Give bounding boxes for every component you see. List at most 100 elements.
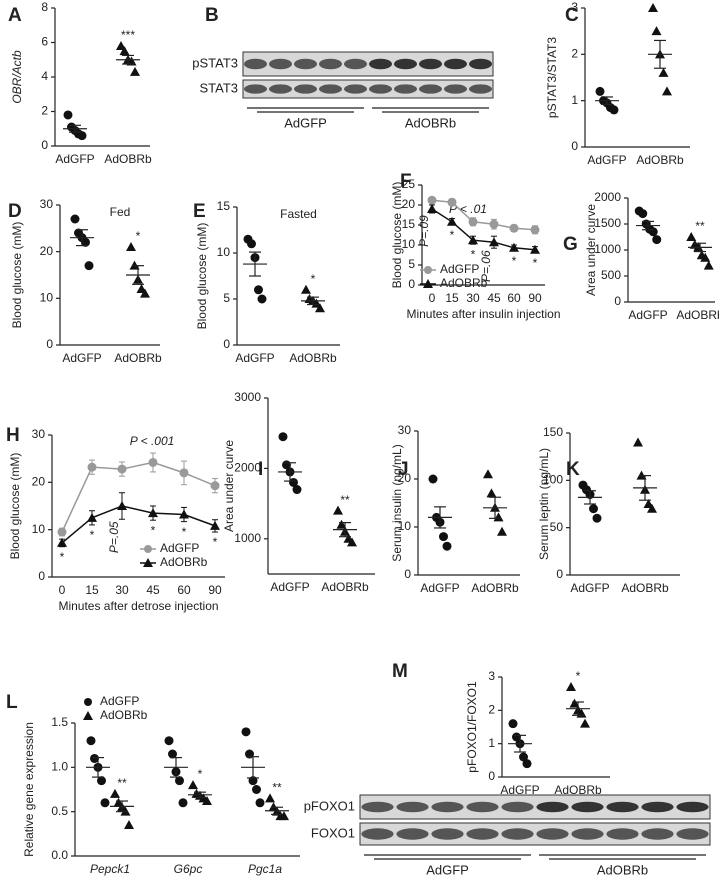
data-point [254,285,263,295]
data-point [700,252,711,262]
data-point [508,719,518,729]
blot-band [396,801,429,813]
data-point [647,503,657,513]
y-axis-label: Area under curve [222,440,236,532]
x-tick-label: 60 [507,291,521,305]
blot-band [269,84,292,94]
significance: * [198,767,203,781]
data-point [164,736,174,746]
y-tick-label: 10 [40,291,54,305]
y-tick-label: 0 [571,139,578,153]
significance: ** [695,219,705,233]
data-point [81,237,90,247]
y-axis-label: Serum leptin (ng/mL) [537,448,551,560]
significance: * [136,229,141,243]
y-tick-label: 2000 [234,461,261,475]
data-point [188,780,198,790]
data-point [662,86,672,96]
group-label: AdOBRb [405,115,456,130]
data-point [489,219,499,229]
y-tick-label: 50 [550,520,564,534]
y-tick-label: 30 [32,427,46,441]
data-point [442,541,452,551]
x-axis-label: Minutes after insulin injection [406,307,560,321]
x-tick-label: AdGFP [420,581,459,595]
blot-band [501,828,534,840]
blot-band [571,801,604,813]
blot-band [361,801,394,813]
data-point [347,537,357,547]
significance: ** [655,0,665,4]
data-point [609,105,619,115]
blot-band [419,84,442,94]
significance: ** [117,776,127,790]
y-tick-label: 8 [41,0,48,14]
panel-letter: H [6,425,20,446]
x-tick-label: 0 [429,291,436,305]
data-point [126,242,136,251]
data-point [117,501,127,510]
blot-band [269,58,292,70]
x-tick-label: AdOBRb [636,153,684,167]
y-tick-label: 15 [402,217,416,231]
y-tick-label: 10 [398,519,412,533]
data-point [119,46,130,56]
x-tick-label: AdGFP [500,783,539,797]
legend-marker [424,266,432,274]
blot-band [361,828,394,840]
data-point [116,40,126,50]
blot-band [641,801,674,813]
data-point [566,682,576,691]
y-tick-label: 20 [32,475,46,489]
data-point [468,217,478,227]
data-point [589,504,598,514]
y-tick-label: 0 [614,294,621,308]
data-point [486,488,497,498]
blot-band [466,828,499,840]
y-tick-label: 3 [571,0,578,14]
data-point [247,239,256,249]
data-point [175,776,184,786]
x-tick-label: AdGFP [570,581,609,595]
blot-band [319,58,342,70]
data-point [57,537,67,547]
y-tick-label: 3 [488,669,495,683]
data-point [100,798,110,808]
significance: * [60,550,65,564]
panel-letter: L [6,692,18,713]
y-tick-label: 100 [543,473,563,487]
significance: * [182,525,187,539]
blot-band [394,58,417,70]
data-point [84,261,94,271]
data-point [86,736,96,746]
y-axis-label: Blood glucose (mM) [8,453,22,560]
blot-band [641,828,674,840]
blot-band [396,828,429,840]
significance: * [450,228,455,242]
blot-row-label: STAT3 [199,80,238,95]
y-tick-label: 0.0 [51,848,68,862]
blot-band [244,84,267,94]
significance: ** [272,781,282,795]
y-tick-label: 0 [556,567,563,581]
x-tick-label: 90 [528,291,542,305]
data-point [110,788,120,798]
y-tick-label: 0 [404,567,411,581]
y-tick-label: 150 [543,425,563,439]
y-tick-label: 30 [40,197,54,211]
y-axis-label: Area under curve [584,204,598,296]
blot-band [606,828,639,840]
y-tick-label: 1.5 [51,715,68,729]
blot-band [501,801,534,813]
significance: * [90,528,95,542]
significance: ** [340,493,350,507]
y-tick-label: 2 [41,104,48,118]
data-point [301,284,311,294]
y-tick-label: 5 [408,257,415,271]
series-line [431,208,536,251]
blot-band [466,801,499,813]
x-tick-label: AdGFP [628,308,667,322]
legend-label: AdGFP [100,694,139,708]
data-point [124,819,134,829]
